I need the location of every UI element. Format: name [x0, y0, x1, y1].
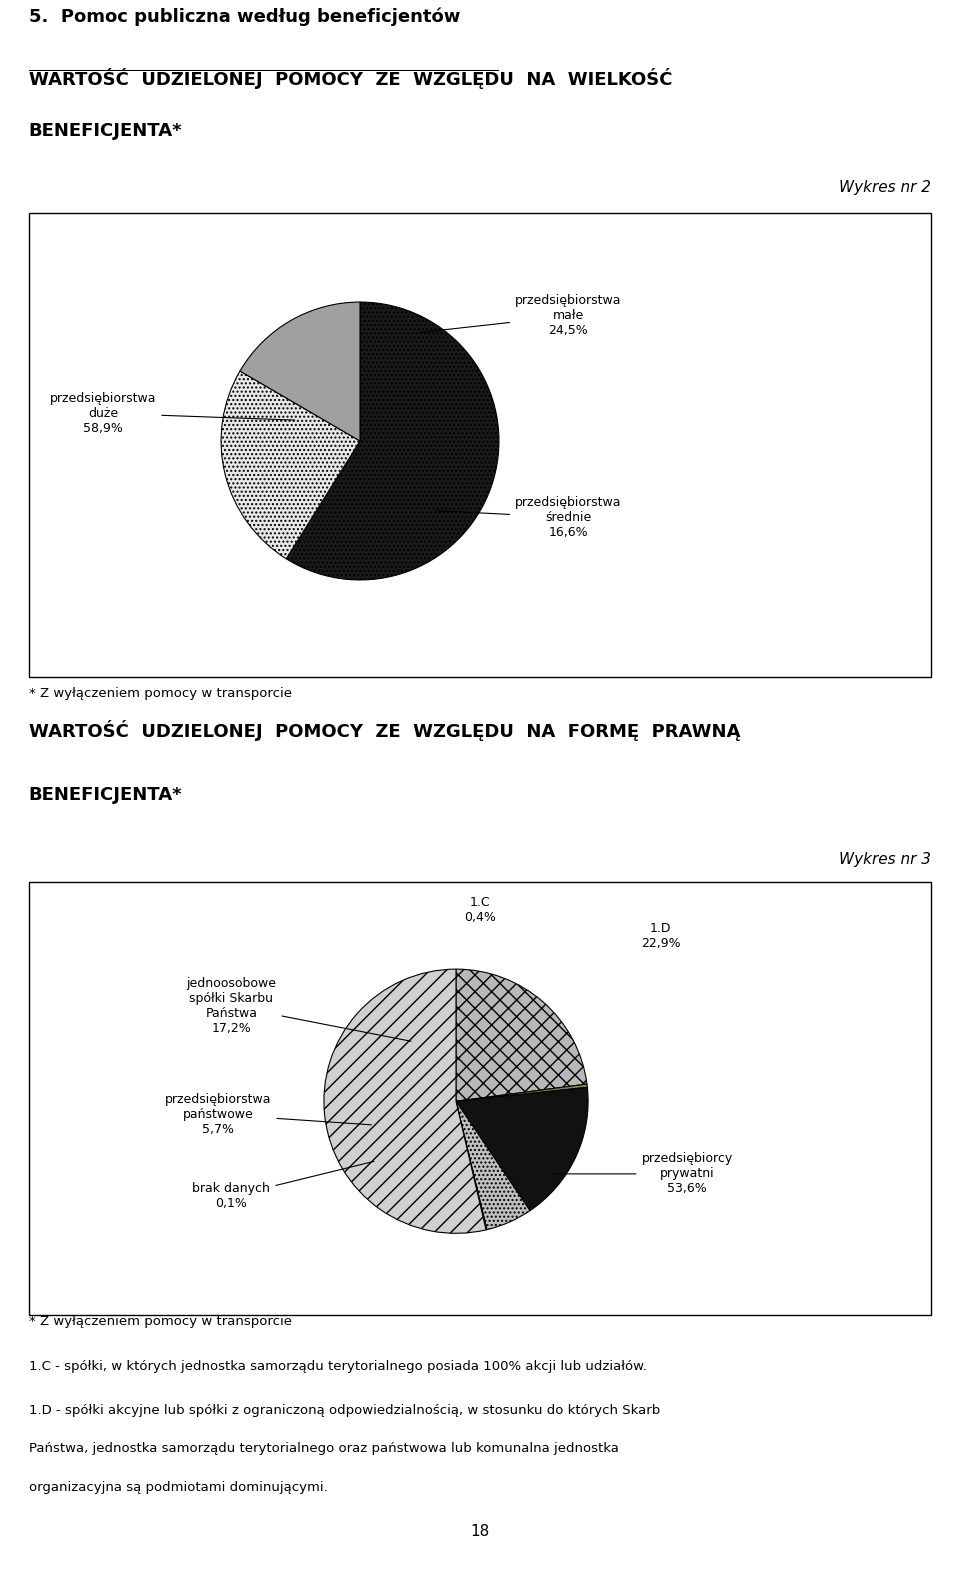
Text: 1.D
22,9%: 1.D 22,9% [641, 921, 681, 950]
Wedge shape [456, 969, 587, 1101]
Text: BENEFICJENTA*: BENEFICJENTA* [29, 786, 182, 803]
Text: 5.  Pomoc publiczna według beneficjentów: 5. Pomoc publiczna według beneficjentów [29, 8, 460, 27]
Text: organizacyjna są podmiotami dominującymi.: organizacyjna są podmiotami dominującymi… [29, 1480, 327, 1493]
Text: 18: 18 [470, 1525, 490, 1539]
Text: przedsiębiorstwa
państwowe
5,7%: przedsiębiorstwa państwowe 5,7% [165, 1093, 372, 1136]
Wedge shape [456, 1101, 487, 1230]
Text: Wykres nr 3: Wykres nr 3 [839, 852, 931, 868]
Text: przedsiębiorstwa
duże
58,9%: przedsiębiorstwa duże 58,9% [50, 392, 295, 435]
Wedge shape [240, 302, 360, 441]
Text: jednoosobowe
spółki Skarbu
Państwa
17,2%: jednoosobowe spółki Skarbu Państwa 17,2% [186, 976, 411, 1041]
Text: Państwa, jednostka samorządu terytorialnego oraz państwowa lub komunalna jednost: Państwa, jednostka samorządu terytorialn… [29, 1443, 618, 1455]
Text: * Z wyłączeniem pomocy w transporcie: * Z wyłączeniem pomocy w transporcie [29, 687, 292, 699]
Text: brak danych
0,1%: brak danych 0,1% [193, 1161, 374, 1210]
Wedge shape [456, 1101, 530, 1230]
Wedge shape [221, 372, 360, 559]
Text: WARTOŚĆ  UDZIELONEJ  POMOCY  ZE  WZGLĘDU  NA  FORMĘ  PRAWNĄ: WARTOŚĆ UDZIELONEJ POMOCY ZE WZGLĘDU NA … [29, 720, 740, 740]
Text: 1.D - spółki akcyjne lub spółki z ograniczoną odpowiedzialnością, w stosunku do : 1.D - spółki akcyjne lub spółki z ograni… [29, 1405, 660, 1418]
Text: 1.C
0,4%: 1.C 0,4% [464, 896, 495, 923]
Wedge shape [456, 1087, 588, 1211]
Wedge shape [324, 969, 486, 1233]
Text: 1.C - spółki, w których jednostka samorządu terytorialnego posiada 100% akcji lu: 1.C - spółki, w których jednostka samorz… [29, 1359, 647, 1373]
Text: przedsiębiorstwa
średnie
16,6%: przedsiębiorstwa średnie 16,6% [435, 496, 622, 539]
Wedge shape [456, 1084, 588, 1101]
Text: BENEFICJENTA*: BENEFICJENTA* [29, 123, 182, 140]
Text: WARTOŚĆ  UDZIELONEJ  POMOCY  ZE  WZGLĘDU  NA  WIELKOŚĆ: WARTOŚĆ UDZIELONEJ POMOCY ZE WZGLĘDU NA … [29, 68, 672, 88]
Text: * Z wyłączeniem pomocy w transporcie: * Z wyłączeniem pomocy w transporcie [29, 1315, 292, 1328]
Text: przedsiębiorcy
prywatni
53,6%: przedsiębiorcy prywatni 53,6% [554, 1153, 732, 1195]
Text: Wykres nr 2: Wykres nr 2 [839, 180, 931, 195]
Wedge shape [286, 302, 499, 580]
Text: przedsiębiorstwa
małe
24,5%: przedsiębiorstwa małe 24,5% [421, 295, 622, 337]
